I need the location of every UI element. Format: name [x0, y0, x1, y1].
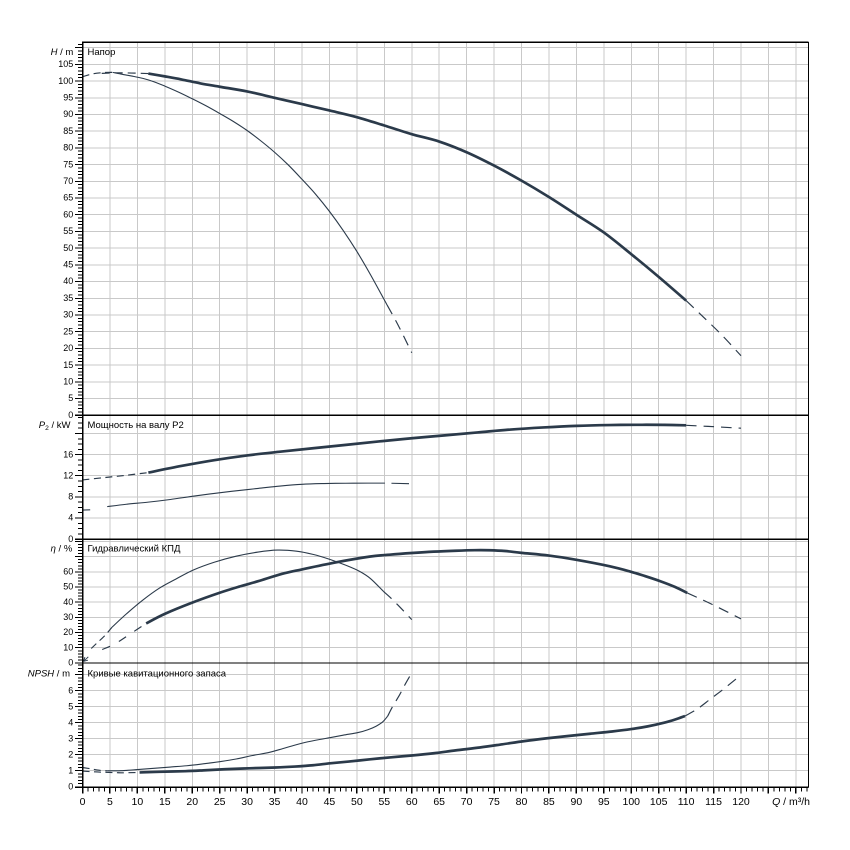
svg-text:55: 55: [378, 796, 390, 808]
svg-text:80: 80: [516, 796, 528, 808]
svg-text:P2 / kW: P2 / kW: [39, 420, 71, 432]
svg-text:η / %: η / %: [51, 544, 73, 555]
svg-text:95: 95: [598, 796, 610, 808]
svg-text:16: 16: [63, 449, 73, 459]
svg-text:Q / m³/h: Q / m³/h: [772, 796, 810, 808]
svg-text:70: 70: [63, 176, 73, 186]
svg-text:40: 40: [63, 276, 73, 286]
svg-text:20: 20: [186, 796, 198, 808]
svg-text:50: 50: [351, 796, 363, 808]
svg-text:75: 75: [63, 159, 73, 169]
svg-text:35: 35: [269, 796, 281, 808]
svg-text:5: 5: [68, 701, 73, 711]
svg-text:95: 95: [63, 92, 73, 102]
svg-text:25: 25: [214, 796, 226, 808]
svg-text:45: 45: [324, 796, 336, 808]
svg-text:90: 90: [63, 109, 73, 119]
svg-text:25: 25: [63, 326, 73, 336]
svg-text:85: 85: [63, 126, 73, 136]
svg-text:60: 60: [63, 567, 73, 577]
svg-text:10: 10: [63, 642, 73, 652]
svg-text:15: 15: [159, 796, 171, 808]
svg-text:100: 100: [622, 796, 640, 808]
svg-text:65: 65: [433, 796, 445, 808]
svg-text:110: 110: [678, 796, 695, 808]
svg-text:55: 55: [63, 226, 73, 236]
svg-text:Мощность на валу P2: Мощность на валу P2: [88, 420, 184, 431]
svg-text:6: 6: [68, 685, 73, 695]
svg-text:10: 10: [63, 376, 73, 386]
svg-text:H / m: H / m: [51, 47, 74, 58]
svg-text:0: 0: [68, 658, 73, 668]
svg-text:50: 50: [63, 582, 73, 592]
svg-text:0: 0: [68, 534, 73, 544]
svg-text:50: 50: [63, 243, 73, 253]
svg-text:20: 20: [63, 343, 73, 353]
svg-text:3: 3: [68, 733, 73, 743]
svg-text:8: 8: [68, 492, 73, 502]
svg-text:85: 85: [543, 796, 555, 808]
svg-text:90: 90: [571, 796, 583, 808]
svg-text:60: 60: [63, 209, 73, 219]
svg-text:5: 5: [107, 796, 113, 808]
svg-text:100: 100: [58, 76, 73, 86]
svg-text:30: 30: [241, 796, 253, 808]
svg-text:4: 4: [68, 717, 73, 727]
svg-text:30: 30: [63, 612, 73, 622]
svg-text:2: 2: [68, 749, 73, 759]
svg-text:5: 5: [68, 393, 73, 403]
svg-text:4: 4: [68, 513, 73, 523]
svg-text:45: 45: [63, 260, 73, 270]
svg-text:60: 60: [406, 796, 418, 808]
svg-text:115: 115: [705, 796, 722, 808]
svg-text:15: 15: [63, 360, 73, 370]
svg-text:0: 0: [80, 796, 86, 808]
svg-text:40: 40: [63, 597, 73, 607]
svg-text:35: 35: [63, 293, 73, 303]
svg-text:10: 10: [132, 796, 144, 808]
svg-text:0: 0: [68, 410, 73, 420]
svg-text:120: 120: [732, 796, 750, 808]
svg-text:105: 105: [58, 59, 73, 69]
svg-text:Гидравлический КПД: Гидравлический КПД: [88, 544, 181, 555]
svg-text:105: 105: [650, 796, 668, 808]
svg-text:1: 1: [68, 765, 73, 775]
svg-text:20: 20: [63, 627, 73, 637]
svg-text:NPSH / m: NPSH / m: [28, 668, 70, 679]
svg-text:40: 40: [296, 796, 308, 808]
svg-text:0: 0: [68, 781, 73, 791]
svg-text:70: 70: [461, 796, 473, 808]
svg-text:Кривые кавитационного запаса: Кривые кавитационного запаса: [88, 668, 227, 679]
svg-text:75: 75: [488, 796, 500, 808]
svg-text:12: 12: [63, 470, 73, 480]
svg-text:30: 30: [63, 310, 73, 320]
svg-text:65: 65: [63, 193, 73, 203]
svg-text:80: 80: [63, 143, 73, 153]
svg-text:Напор: Напор: [88, 47, 116, 58]
